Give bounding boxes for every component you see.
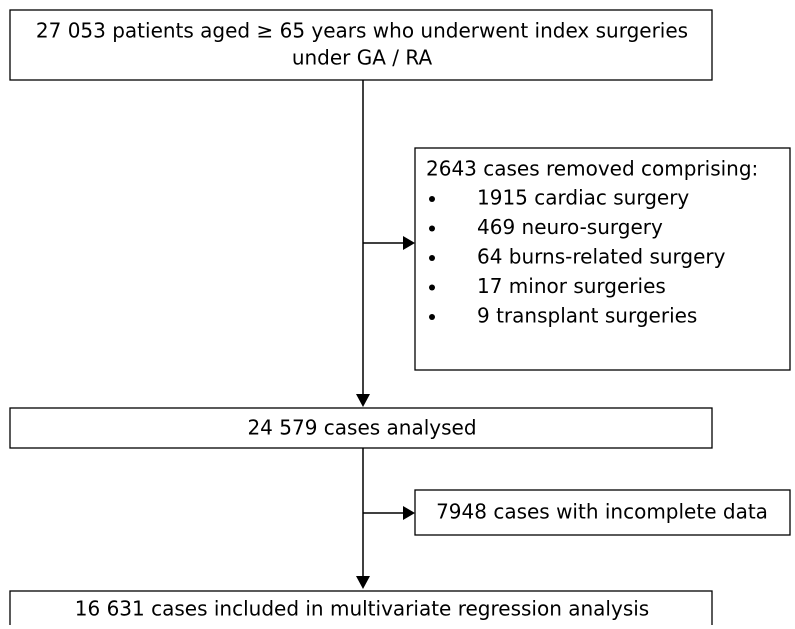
node-text: 7948 cases with incomplete data [436,500,768,524]
node-box [9,407,713,449]
node-text: under GA / RA [292,46,433,70]
list-item: 469 neuro-surgery [477,215,663,239]
node-box [414,147,791,371]
node-text: 16 631 cases included in multivariate re… [75,597,649,621]
arrow-head [403,506,415,520]
bullet [429,255,435,261]
node-box [9,590,713,629]
list-item: 9 transplant surgeries [477,304,697,328]
node-box [9,9,713,81]
bullet [429,225,435,232]
arrow-head [356,576,370,589]
node-box [414,489,791,536]
bullet [429,284,435,291]
list-item: 17 minor surgeries [477,274,666,298]
arrow-head [356,394,370,407]
bullet [429,314,435,320]
list-item: 64 burns-related surgery [477,245,726,269]
arrow-head [403,236,415,250]
node-text: 27 053 patients aged ≥ 65 years who unde… [36,19,688,43]
bullet [429,196,435,202]
node-text: 24 579 cases analysed [247,416,476,440]
node-title: 2643 cases removed comprising: [426,157,758,181]
list-item: 1915 cardiac surgery [477,186,689,210]
